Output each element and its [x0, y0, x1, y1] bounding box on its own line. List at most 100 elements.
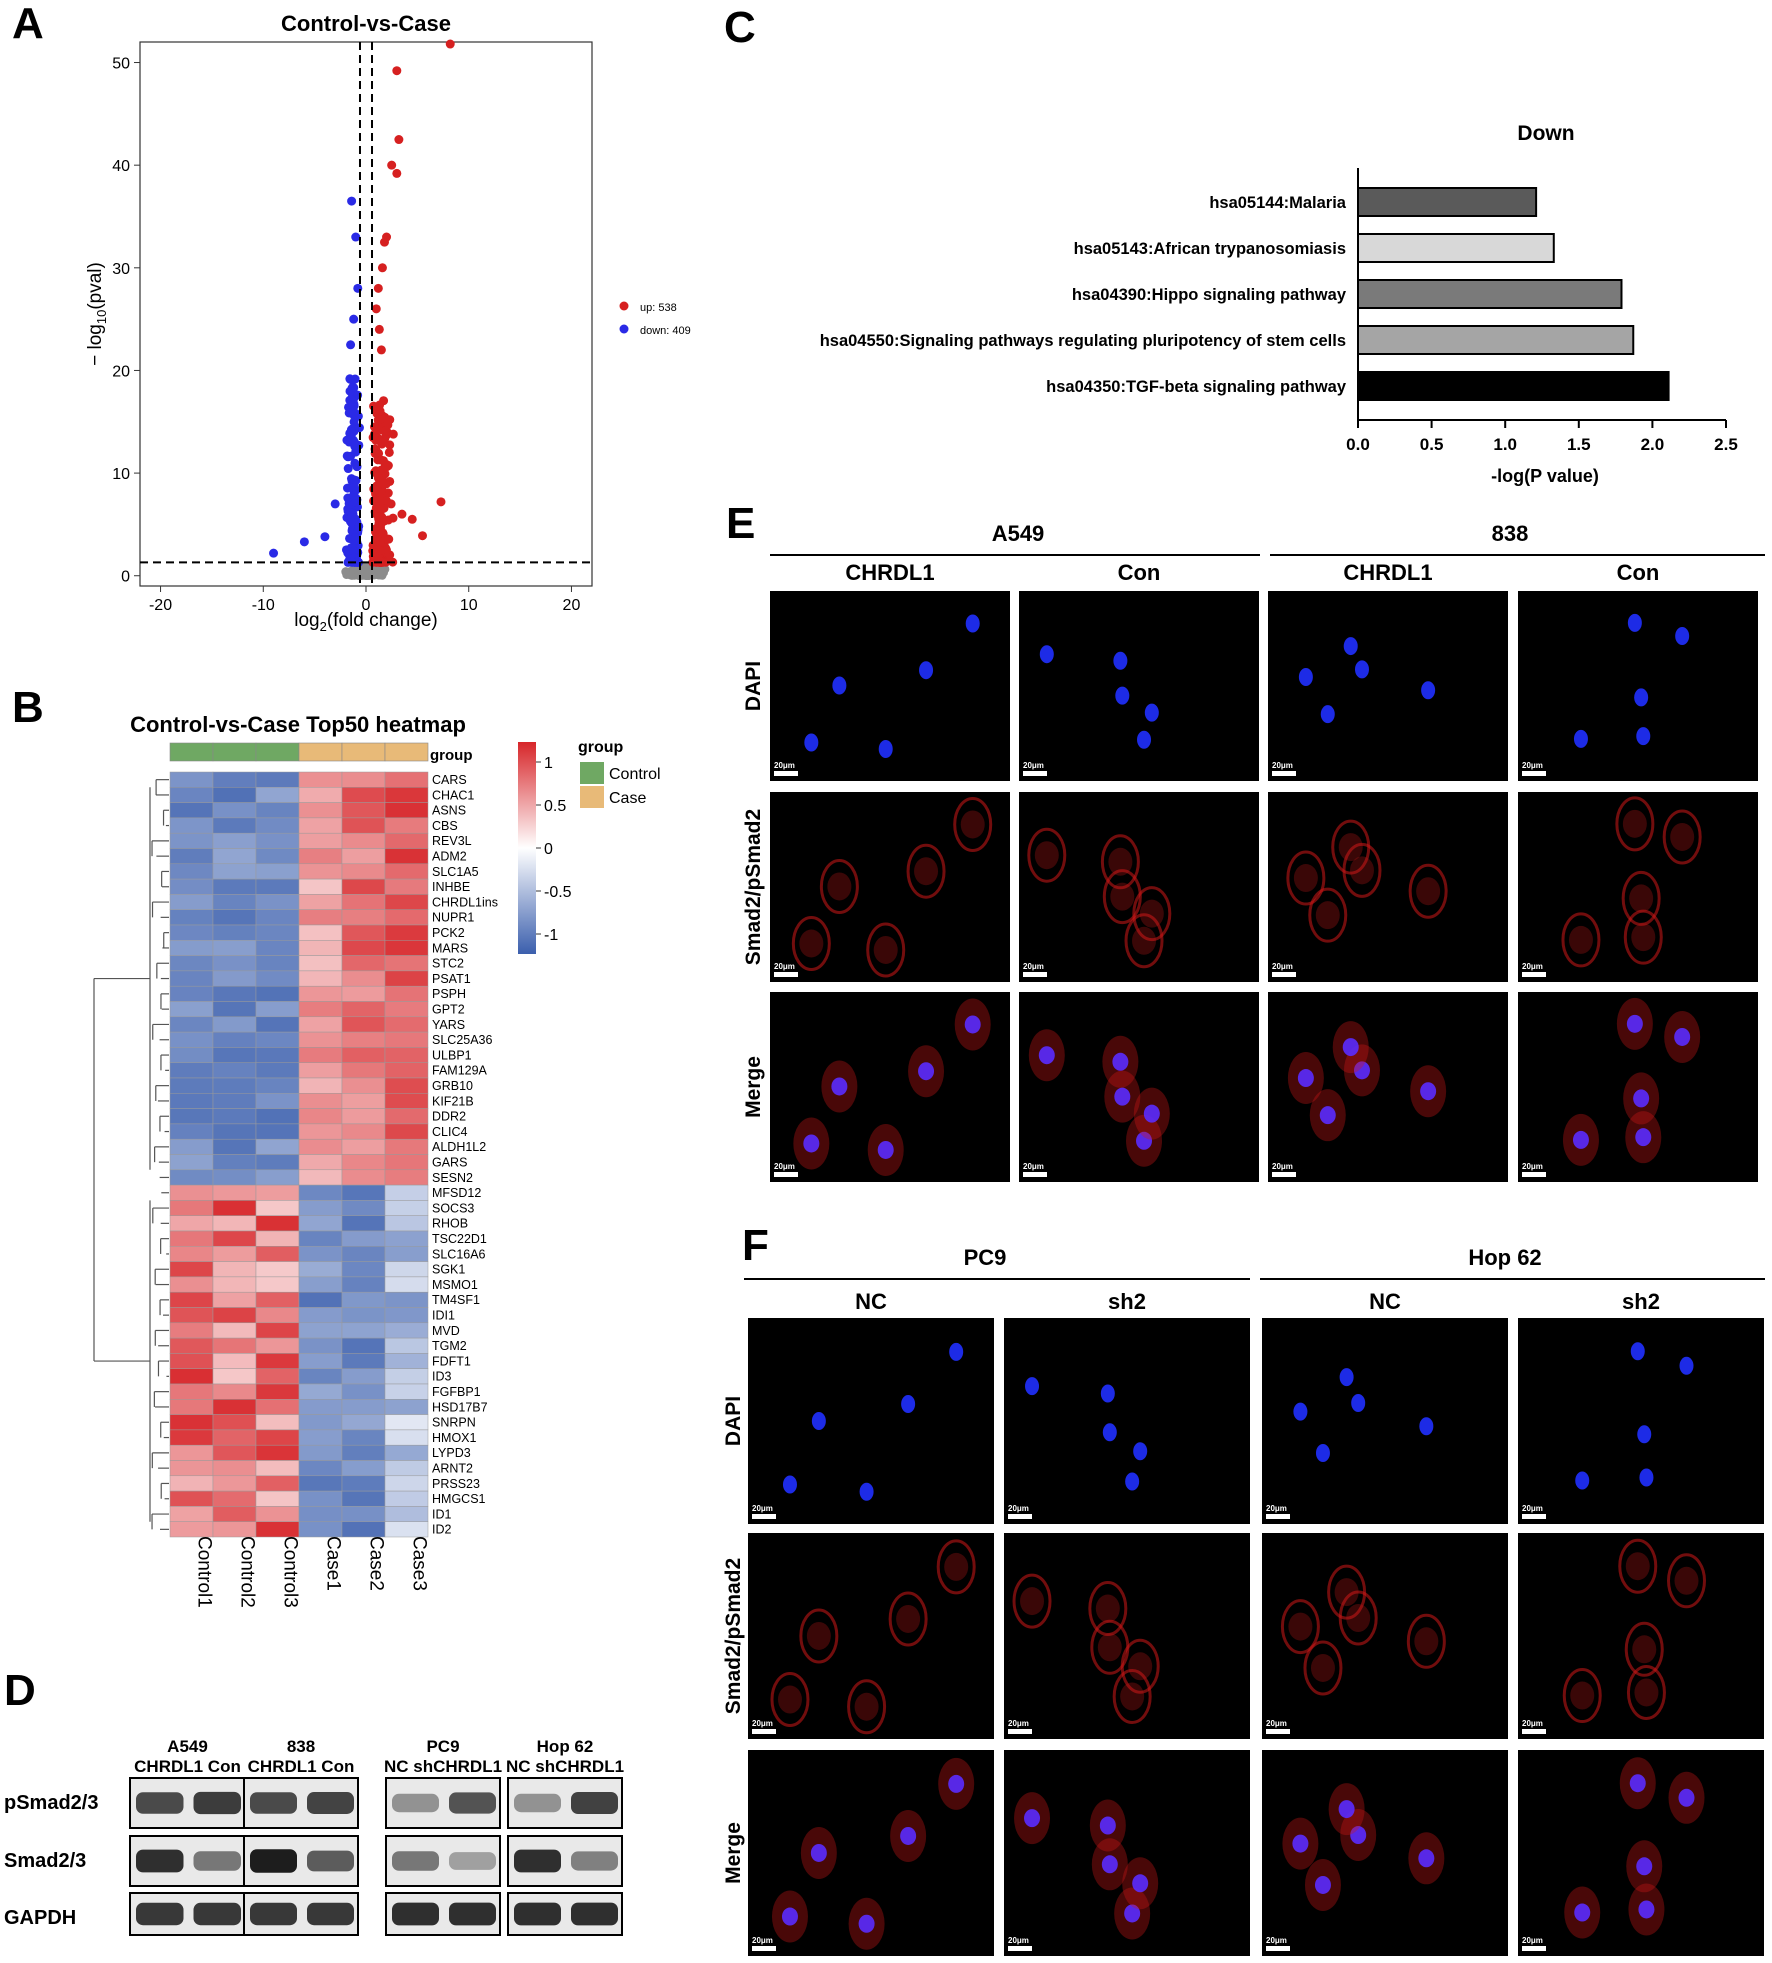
heatmap-cell: [384, 787, 429, 803]
volcano-point-up: [392, 66, 402, 76]
bar-category-label: hsa05143:African trypanosomiasis: [1074, 240, 1346, 258]
heatmap-cell: [341, 1429, 386, 1446]
western-band: [449, 1902, 496, 1926]
if-cytoplasm: [1626, 1664, 1666, 1720]
heatmap-cell: [341, 1291, 386, 1308]
heatmap-cell: [212, 924, 257, 941]
western-band: [514, 1849, 561, 1873]
heatmap-cell: [212, 940, 257, 956]
heatmap-group-cell: [341, 742, 386, 762]
heatmap-cell: [298, 863, 343, 880]
heatmap-gene-label: HSD17B7: [432, 1400, 488, 1414]
if-scale-label: 20μm: [1023, 962, 1044, 971]
volcano-point-up: [394, 135, 404, 145]
heatmap-cell: [212, 1077, 257, 1094]
heatmap-gene-label: SLC1A5: [432, 865, 479, 879]
western-group-name: PC9: [426, 1737, 459, 1756]
heatmap-cell: [212, 1475, 257, 1492]
if-cytoplasm: [1288, 1612, 1313, 1641]
heatmap-gene-label: MSMO1: [432, 1278, 478, 1292]
if-nucleus: [1351, 1394, 1366, 1413]
heatmap-gene-label: ID1: [432, 1507, 452, 1521]
heatmap-column-label: Case3: [409, 1536, 430, 1591]
if-scale-label: 20μm: [1266, 1936, 1287, 1945]
if-nucleus: [1420, 1082, 1437, 1101]
volcano-y-tick-label: 50: [112, 56, 130, 73]
heatmap-color-scale: [518, 742, 536, 954]
heatmap-cell: [341, 863, 386, 880]
if-scale-label: 20μm: [1023, 1162, 1044, 1171]
heatmap-gene-label: SOCS3: [432, 1201, 474, 1215]
if-scale-bar: [1522, 771, 1546, 776]
if-nucleus: [965, 614, 980, 633]
heatmap-cell: [298, 1047, 343, 1063]
heatmap-cell: [341, 1521, 386, 1538]
volcano-point-down: [349, 491, 359, 501]
volcano-x-tick-label: 0: [362, 597, 371, 614]
if-nucleus: [949, 1342, 964, 1361]
if-nucleus: [1298, 668, 1313, 687]
heatmap-cell: [384, 1322, 429, 1339]
western-band: [250, 1792, 297, 1814]
heatmap-gene-label: HMGCS1: [432, 1492, 486, 1506]
heatmap-cell: [341, 1276, 386, 1293]
heatmap-cell: [169, 1475, 214, 1492]
if-cytoplasm: [1634, 1678, 1659, 1707]
if-nucleus: [1293, 1402, 1308, 1421]
heatmap-scale-tick-label: 0.5: [544, 798, 566, 815]
heatmap-cell: [298, 1353, 343, 1369]
if-cytoplasm: [1112, 1668, 1152, 1724]
western-band: [392, 1902, 439, 1926]
if-scale-bar: [1266, 1729, 1290, 1734]
if-nucleus: [1339, 1368, 1354, 1387]
heatmap-cell: [384, 802, 429, 819]
if-scale-bar: [1272, 972, 1296, 977]
panel-label-f: F: [742, 1221, 769, 1270]
heatmap-cell: [298, 1261, 343, 1278]
heatmap-gene-label: SLC25A36: [432, 1033, 493, 1047]
heatmap-gene-label: IDI1: [432, 1309, 455, 1323]
heatmap-cell: [298, 1368, 343, 1385]
if-nucleus: [1638, 1900, 1655, 1919]
heatmap-cell: [341, 1246, 386, 1262]
heatmap-cell: [255, 1215, 300, 1232]
heatmap-cell: [255, 1184, 300, 1201]
if-cytoplasm: [854, 1692, 879, 1721]
if-nucleus: [1112, 1052, 1129, 1071]
volcano-point-up: [384, 447, 394, 457]
heatmap-gene-label: HMOX1: [432, 1431, 477, 1445]
volcano-point-up: [436, 497, 446, 507]
heatmap-cell: [169, 940, 214, 956]
heatmap-cell: [384, 1246, 429, 1262]
heatmap-cell: [255, 1031, 300, 1048]
heatmap-cell: [255, 787, 300, 803]
heatmap-cell: [341, 1169, 386, 1186]
if-cytoplasm: [1090, 1619, 1130, 1675]
if-nucleus: [811, 1411, 826, 1430]
if-nucleus: [1421, 681, 1436, 700]
heatmap-cell: [212, 1093, 257, 1109]
heatmap-cell: [384, 1444, 429, 1461]
volcano-point-up: [388, 429, 398, 439]
if-scale-bar: [1272, 1172, 1296, 1177]
if-nucleus: [1315, 1443, 1330, 1462]
if-cytoplasm: [1622, 809, 1647, 838]
heatmap-cell: [298, 1429, 343, 1446]
western-band: [449, 1852, 496, 1870]
heatmap-cell: [298, 1490, 343, 1507]
heatmap-group-cell: [298, 742, 343, 762]
heatmap-column-label: Control1: [194, 1536, 215, 1608]
heatmap-cell: [212, 1444, 257, 1461]
if-micrograph: [1019, 992, 1259, 1182]
heatmap-cell: [341, 1368, 386, 1385]
if-nucleus: [1627, 613, 1642, 632]
western-band: [193, 1851, 241, 1871]
if-scale-bar: [1522, 1514, 1546, 1519]
heatmap-cell: [298, 1307, 343, 1324]
bar: [1357, 371, 1670, 401]
heatmap-cell: [212, 1307, 257, 1324]
volcano-point-down: [349, 383, 359, 393]
if-cell-line-label: PC9: [964, 1245, 1007, 1270]
heatmap-cell: [384, 955, 429, 972]
western-band: [392, 1793, 439, 1813]
